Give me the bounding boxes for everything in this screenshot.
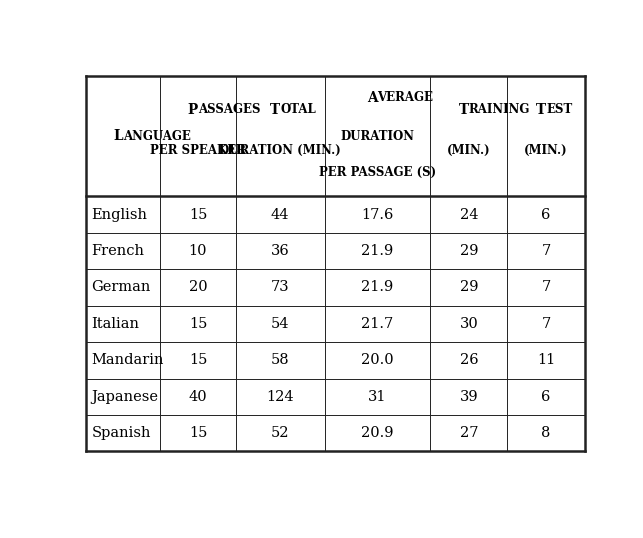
Text: Mandarin: Mandarin bbox=[91, 353, 164, 367]
Text: 7: 7 bbox=[541, 244, 550, 258]
Text: 27: 27 bbox=[460, 426, 478, 440]
Text: 6: 6 bbox=[541, 208, 551, 222]
Text: German: German bbox=[91, 280, 150, 294]
Text: 17.6: 17.6 bbox=[361, 208, 394, 222]
Text: 15: 15 bbox=[189, 208, 207, 222]
Text: 20: 20 bbox=[188, 280, 207, 294]
Text: 54: 54 bbox=[271, 317, 289, 331]
Text: 7: 7 bbox=[541, 280, 550, 294]
Text: PER SPEAKER: PER SPEAKER bbox=[150, 144, 246, 157]
Text: 73: 73 bbox=[271, 280, 289, 294]
Text: Spanish: Spanish bbox=[91, 426, 151, 440]
Text: OTAL: OTAL bbox=[280, 103, 316, 116]
Text: French: French bbox=[91, 244, 144, 258]
Text: L: L bbox=[114, 129, 123, 143]
Text: 20.0: 20.0 bbox=[361, 353, 394, 367]
Text: 52: 52 bbox=[271, 426, 289, 440]
Text: (MIN.): (MIN.) bbox=[447, 144, 491, 157]
Text: PER PASSAGE (S): PER PASSAGE (S) bbox=[319, 166, 436, 179]
Text: Japanese: Japanese bbox=[91, 390, 158, 404]
Text: P: P bbox=[188, 103, 198, 117]
Text: 15: 15 bbox=[189, 317, 207, 331]
Text: T: T bbox=[270, 103, 280, 117]
Text: 39: 39 bbox=[460, 390, 478, 404]
Text: 44: 44 bbox=[271, 208, 289, 222]
Text: T: T bbox=[458, 103, 469, 117]
Text: T: T bbox=[536, 103, 546, 117]
Text: 21.9: 21.9 bbox=[361, 244, 394, 258]
Text: 40: 40 bbox=[188, 390, 207, 404]
Text: EST: EST bbox=[546, 103, 572, 116]
Text: (MIN.): (MIN.) bbox=[524, 144, 568, 157]
Text: Italian: Italian bbox=[91, 317, 140, 331]
Text: 29: 29 bbox=[460, 280, 478, 294]
Text: 10: 10 bbox=[189, 244, 207, 258]
Text: 58: 58 bbox=[271, 353, 289, 367]
Text: VERAGE: VERAGE bbox=[377, 91, 433, 104]
Text: 24: 24 bbox=[460, 208, 478, 222]
Text: A: A bbox=[367, 91, 377, 105]
Text: English: English bbox=[91, 208, 147, 222]
Text: 20.9: 20.9 bbox=[361, 426, 394, 440]
Text: 36: 36 bbox=[271, 244, 289, 258]
Text: RAINING: RAINING bbox=[469, 103, 530, 116]
Text: 21.7: 21.7 bbox=[361, 317, 394, 331]
Text: 11: 11 bbox=[537, 353, 555, 367]
Text: 6: 6 bbox=[541, 390, 551, 404]
Text: 21.9: 21.9 bbox=[361, 280, 394, 294]
Text: 29: 29 bbox=[460, 244, 478, 258]
Text: 31: 31 bbox=[368, 390, 386, 404]
Text: 30: 30 bbox=[460, 317, 478, 331]
Text: ASSAGES: ASSAGES bbox=[198, 103, 260, 116]
Text: DURATION: DURATION bbox=[340, 130, 414, 143]
Text: 8: 8 bbox=[541, 426, 551, 440]
Text: 15: 15 bbox=[189, 353, 207, 367]
Text: 7: 7 bbox=[541, 317, 550, 331]
Text: DURATION (MIN.): DURATION (MIN.) bbox=[219, 144, 341, 157]
Text: 15: 15 bbox=[189, 426, 207, 440]
Text: ANGUAGE: ANGUAGE bbox=[123, 130, 191, 143]
Text: 124: 124 bbox=[266, 390, 294, 404]
Text: 26: 26 bbox=[460, 353, 478, 367]
